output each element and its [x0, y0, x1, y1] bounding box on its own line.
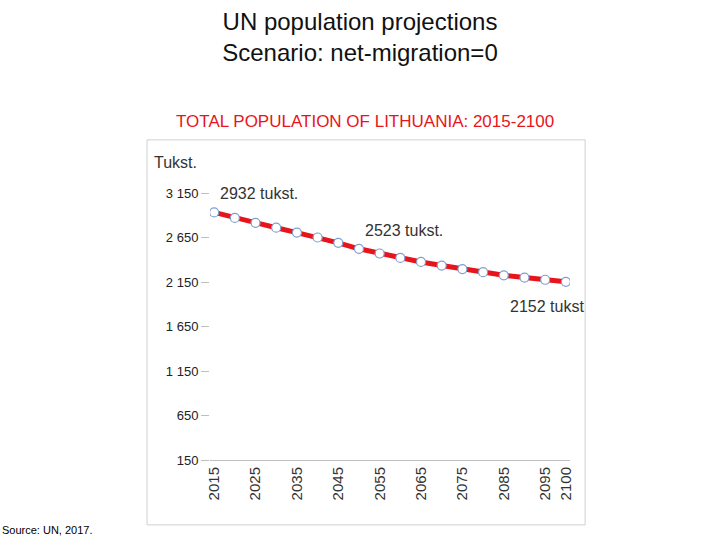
svg-text:1 650: 1 650 [166, 319, 199, 334]
svg-text:2 150: 2 150 [166, 275, 199, 290]
svg-text:2055: 2055 [371, 467, 388, 500]
svg-text:2025: 2025 [246, 467, 263, 500]
svg-text:2 650: 2 650 [166, 230, 199, 245]
svg-text:2015: 2015 [205, 467, 222, 500]
svg-text:2523 tukst.: 2523 tukst. [365, 222, 443, 239]
svg-text:2100: 2100 [557, 467, 574, 500]
svg-text:2035: 2035 [288, 467, 305, 500]
svg-text:150: 150 [177, 453, 199, 468]
svg-text:Tukst.: Tukst. [154, 154, 197, 171]
svg-text:Source: UN, 2017.: Source: UN, 2017. [2, 524, 93, 536]
svg-text:1 150: 1 150 [166, 364, 199, 379]
svg-text:2085: 2085 [495, 467, 512, 500]
svg-text:3 150: 3 150 [166, 186, 199, 201]
svg-text:2152 tukst: 2152 tukst [510, 298, 584, 315]
svg-text:2095: 2095 [536, 467, 553, 500]
svg-text:UN population projectionsScena: UN population projectionsScenario: net-m… [222, 8, 497, 66]
svg-text:2065: 2065 [412, 467, 429, 500]
svg-text:650: 650 [177, 408, 199, 423]
svg-text:2075: 2075 [453, 467, 470, 500]
svg-text:TOTAL POPULATION OF LITHUANIA:: TOTAL POPULATION OF LITHUANIA: 2015-2100 [176, 112, 554, 131]
svg-text:2932 tukst.: 2932 tukst. [220, 185, 298, 202]
svg-text:2045: 2045 [329, 467, 346, 500]
